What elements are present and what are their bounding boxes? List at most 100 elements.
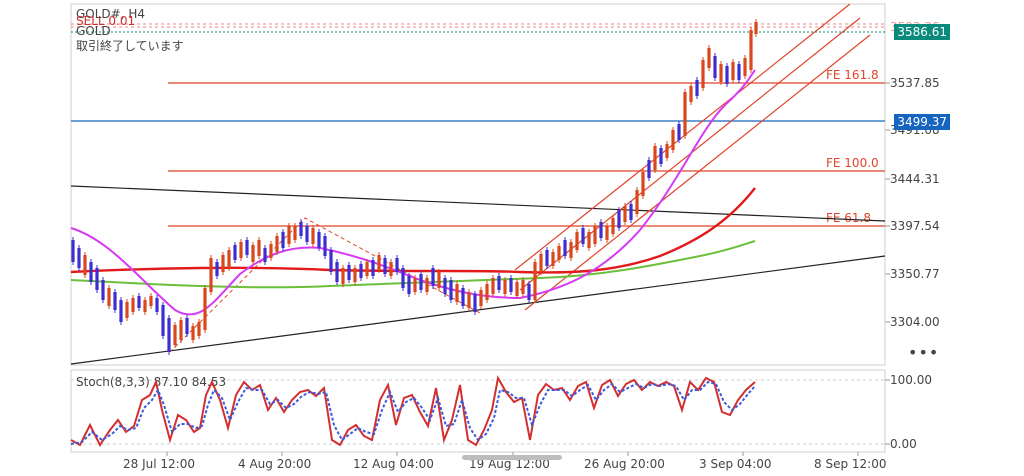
candle-body	[215, 262, 219, 276]
candle-body	[311, 228, 315, 244]
horizontal-line-price-badge[interactable]: 3499.37	[894, 114, 950, 130]
candle-body	[551, 252, 555, 266]
channel-line-lower	[524, 34, 871, 311]
candle-body	[623, 206, 627, 222]
candle-body	[401, 268, 405, 288]
candle-body	[533, 262, 537, 300]
time-tick-label: 3 Sep 04:00	[699, 457, 771, 471]
candle-body	[719, 64, 723, 82]
time-tick-label: 28 Jul 12:00	[123, 457, 195, 471]
candle-body	[455, 284, 459, 302]
ma-slow-line	[70, 240, 756, 289]
candle-body	[749, 30, 753, 70]
candle-body	[263, 248, 267, 262]
candle-body	[587, 232, 591, 248]
fib-level-label: FE 61.8	[826, 211, 871, 225]
candle-body	[647, 160, 651, 178]
candle-body	[677, 124, 681, 140]
candle-body	[293, 226, 297, 240]
candle-body	[581, 228, 585, 244]
candle-body	[269, 244, 273, 258]
candle-body	[155, 298, 159, 312]
price-tick-label: 3444.31	[890, 172, 940, 186]
candle-body	[233, 245, 237, 260]
candle-body	[611, 218, 615, 234]
candle-body	[467, 292, 471, 308]
candle-body	[143, 300, 147, 312]
stoch-tick-label: 100.00	[890, 373, 932, 387]
candle-body	[101, 280, 105, 300]
candle-body	[239, 242, 243, 258]
candle-body	[425, 278, 429, 292]
candle-body	[599, 222, 603, 238]
candle-body	[203, 288, 207, 330]
candle-body	[383, 258, 387, 274]
more-dots-icon[interactable]: •••	[908, 343, 940, 362]
price-tick-label: 3397.54	[890, 219, 940, 233]
candle-body	[257, 240, 261, 256]
candle-body	[185, 318, 189, 334]
lower-trendline	[70, 255, 886, 365]
candle-body	[179, 320, 183, 340]
candle-body	[407, 276, 411, 294]
candle-body	[725, 66, 729, 84]
candle-body	[191, 326, 195, 340]
candle-body	[629, 204, 633, 220]
fib-level-label: FE 161.8	[826, 68, 879, 82]
stoch-signal-line	[70, 380, 756, 445]
candle-body	[695, 80, 699, 96]
symbol-name: GOLD	[76, 24, 111, 38]
ma-medium-line	[70, 187, 756, 274]
candle-body	[605, 226, 609, 240]
candle-body	[209, 258, 213, 292]
candles	[71, 19, 758, 355]
candle-body	[473, 294, 477, 312]
candle-body	[95, 268, 99, 290]
time-tick-label: 8 Sep 12:00	[814, 457, 886, 471]
stoch-frame	[70, 369, 886, 453]
candle-body	[713, 56, 717, 78]
candle-body	[167, 318, 171, 352]
candle-body	[131, 298, 135, 312]
candle-body	[365, 262, 369, 276]
candle-body	[71, 240, 75, 262]
ma-fast-line	[70, 69, 756, 316]
drawing-objects[interactable]: FE 161.8 FE 100.0 FE 61.8	[70, 3, 886, 365]
candle-body	[515, 282, 519, 296]
candle-body	[119, 300, 123, 322]
candle-body	[635, 190, 639, 214]
candle-body	[221, 255, 225, 272]
candle-body	[707, 48, 711, 68]
candle-body	[545, 250, 549, 266]
candle-body	[245, 240, 249, 255]
time-tick-label: 4 Aug 20:00	[238, 457, 311, 471]
candle-body	[113, 292, 117, 310]
candle-body	[665, 144, 669, 158]
fib-level-label: FE 100.0	[826, 156, 879, 170]
candle-body	[353, 268, 357, 282]
candle-body	[197, 322, 201, 336]
candle-body	[659, 148, 663, 164]
candle-body	[227, 250, 231, 268]
upper-trendline	[70, 185, 886, 222]
candle-body	[485, 284, 489, 300]
candle-body	[479, 290, 483, 306]
stochastic-panel: 100.00 0.00 Stoch(8,3,3) 87.10 84.53	[70, 373, 932, 451]
candle-body	[137, 296, 141, 308]
candle-body	[539, 254, 543, 272]
candle-body	[329, 250, 333, 272]
candle-body	[83, 255, 87, 275]
candle-body	[509, 278, 513, 292]
candle-body	[503, 280, 507, 294]
candle-body	[461, 288, 465, 306]
time-tick-label: 26 Aug 20:00	[584, 457, 665, 471]
candle-body	[413, 278, 417, 292]
candle-body	[89, 262, 93, 282]
candle-body	[149, 296, 153, 306]
candle-body	[653, 146, 657, 170]
sell-order-label[interactable]: SELL 0.01	[76, 14, 136, 28]
candle-body	[731, 62, 735, 80]
candle-body	[563, 240, 567, 256]
